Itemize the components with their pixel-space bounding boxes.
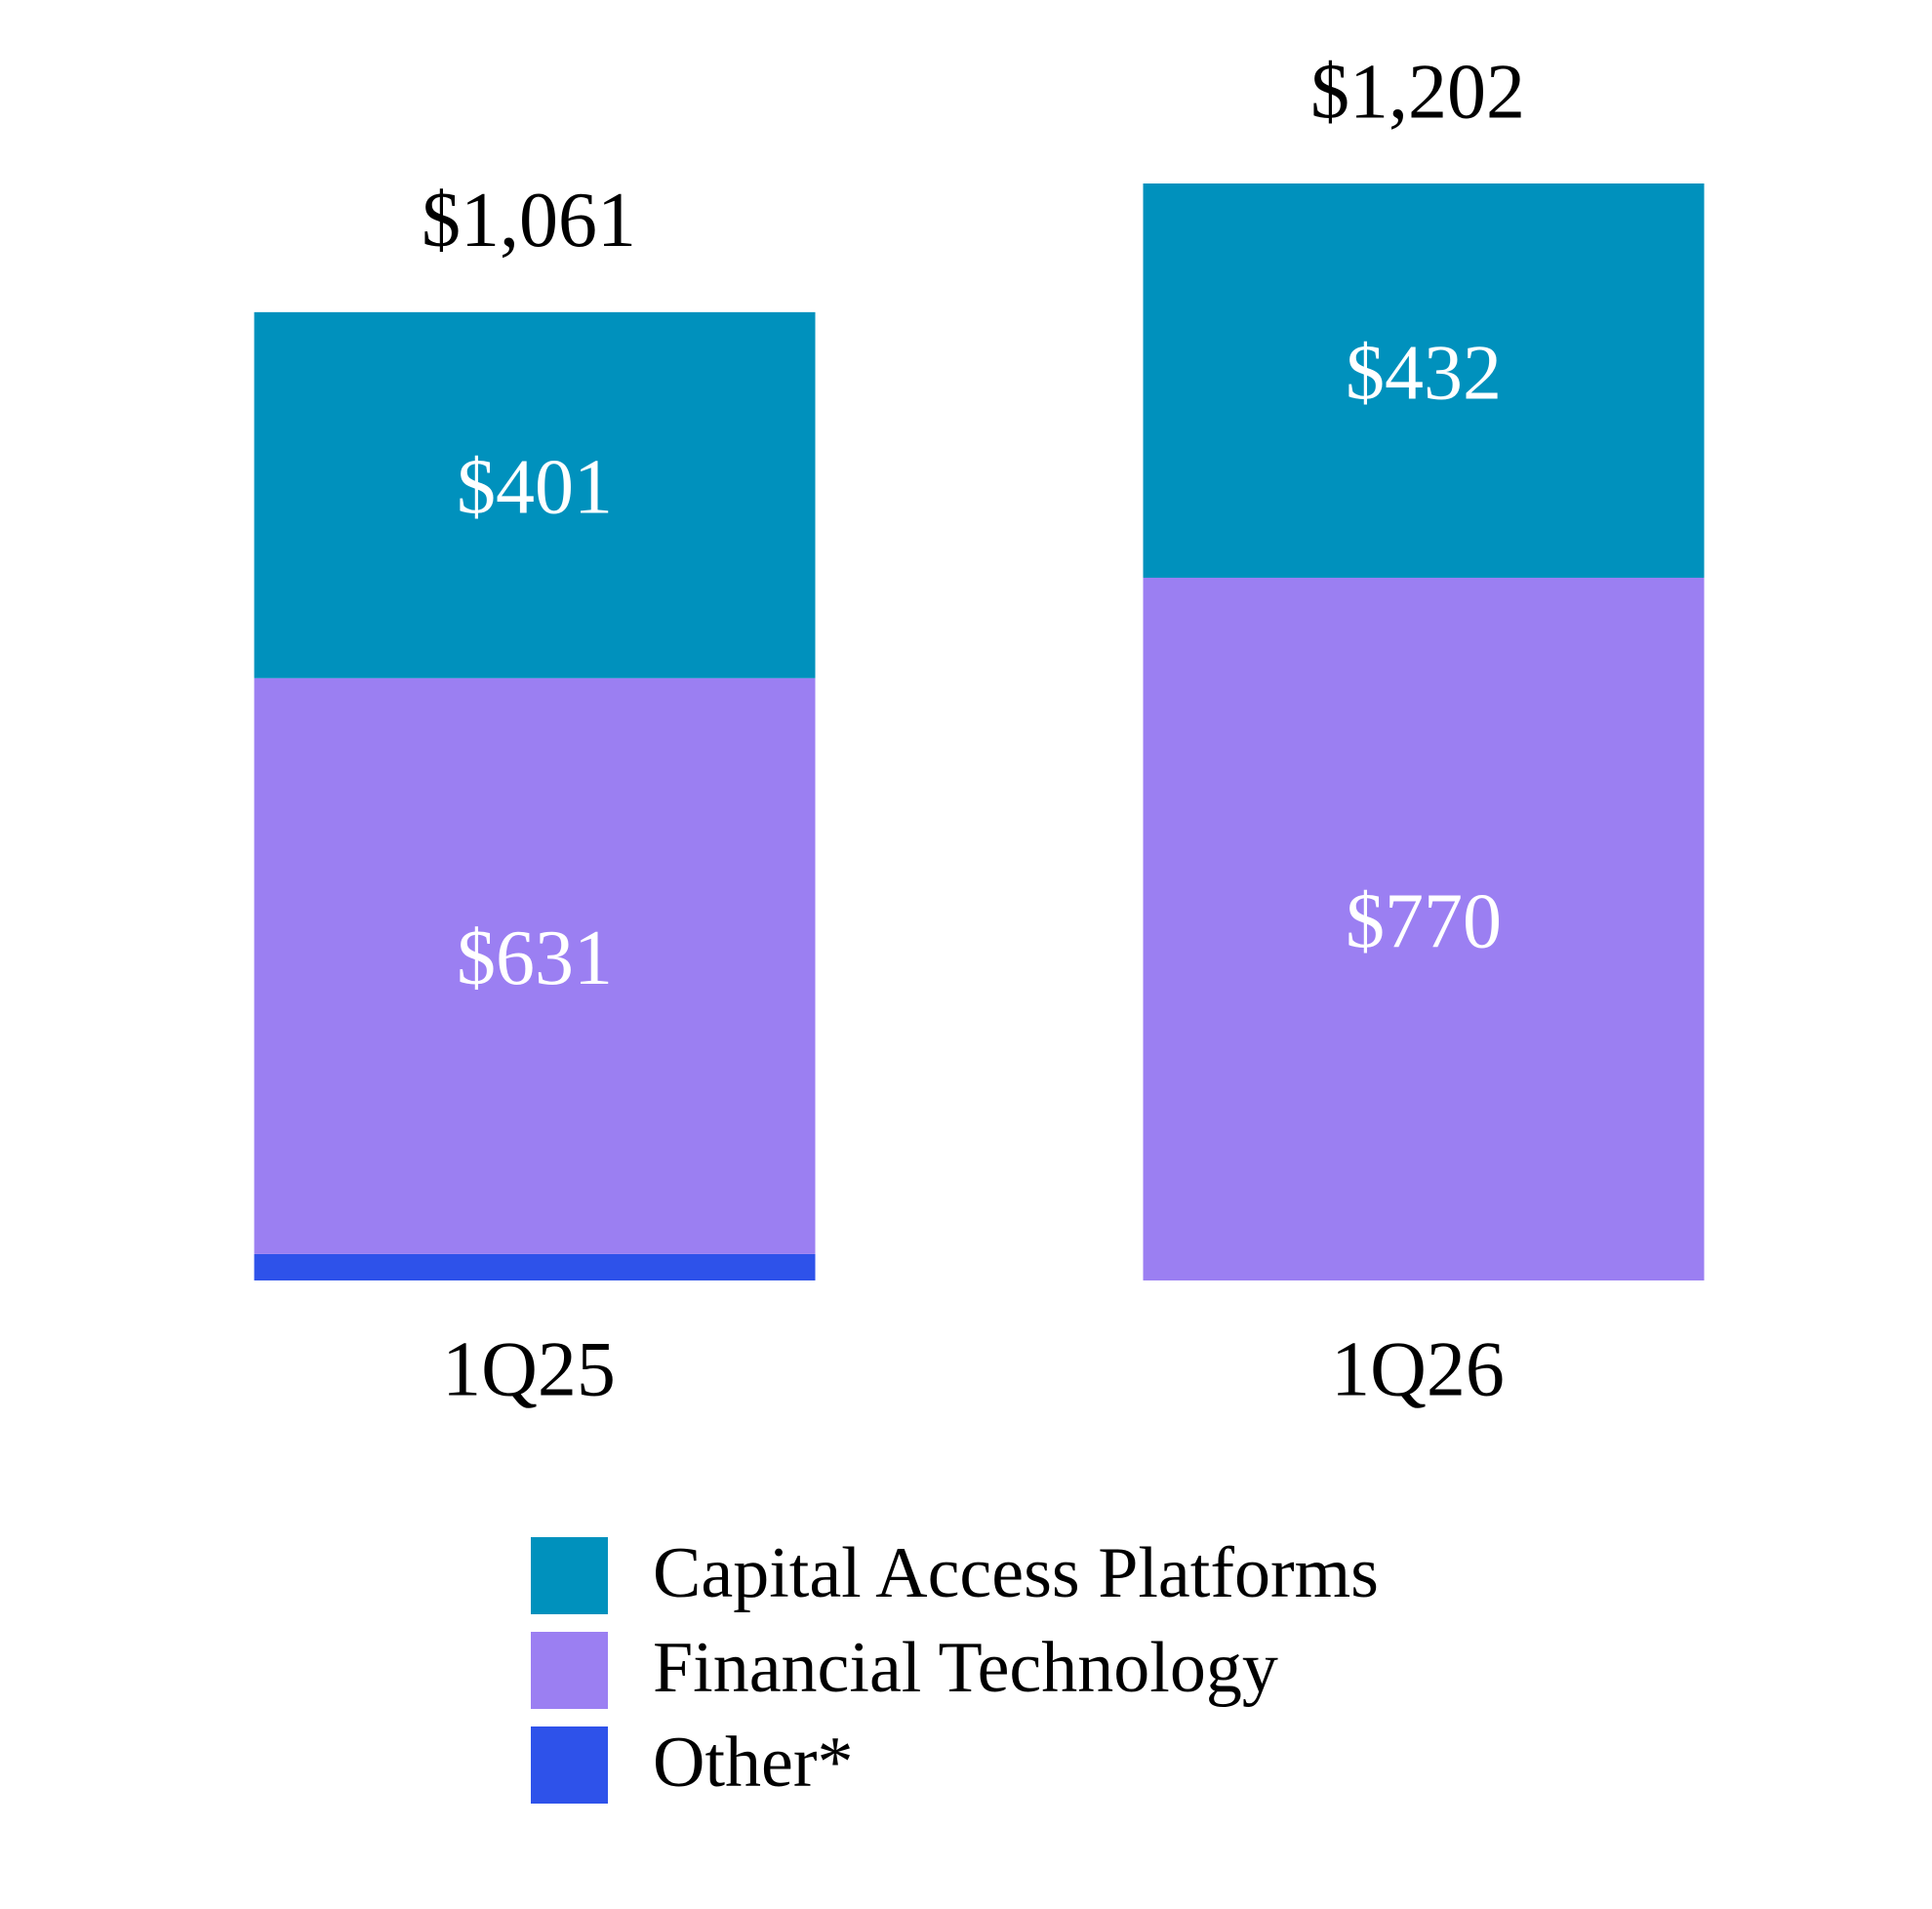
legend-swatch bbox=[531, 1726, 608, 1804]
bar-segment bbox=[254, 311, 816, 678]
bar-segment bbox=[254, 1253, 816, 1280]
x-tick-label: 1Q26 bbox=[1331, 1326, 1505, 1412]
bar-segment bbox=[1143, 183, 1705, 578]
value-label: $401 bbox=[457, 445, 613, 531]
bar-segment bbox=[254, 677, 816, 1254]
value-label: $770 bbox=[1346, 878, 1502, 964]
value-label: $432 bbox=[1346, 330, 1502, 416]
x-tick-label: 1Q25 bbox=[442, 1326, 616, 1412]
legend-swatch bbox=[531, 1537, 608, 1614]
legend-label: Capital Access Platforms bbox=[653, 1533, 1379, 1613]
total-label: $1,061 bbox=[422, 178, 636, 264]
legend-label: Other* bbox=[653, 1723, 854, 1803]
bar-segment bbox=[1143, 577, 1705, 1280]
total-label: $1,202 bbox=[1310, 49, 1525, 135]
value-label: $631 bbox=[457, 915, 613, 1001]
legend-swatch bbox=[531, 1632, 608, 1709]
legend-label: Financial Technology bbox=[653, 1628, 1278, 1708]
